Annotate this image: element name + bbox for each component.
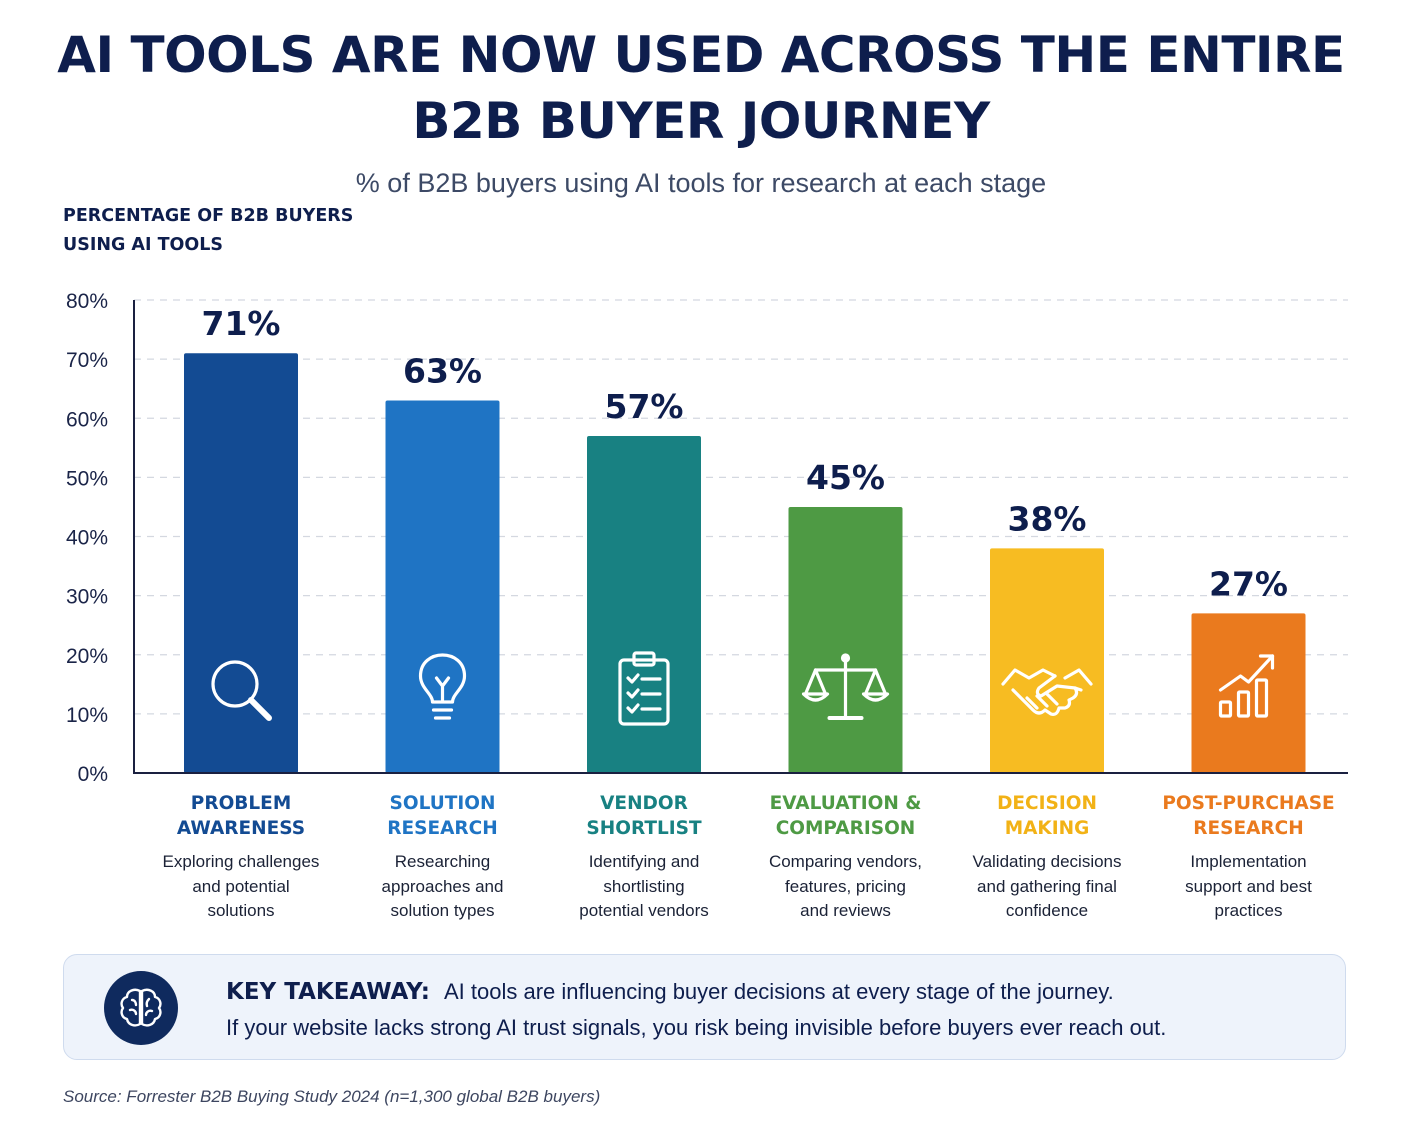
category-description-line: confidence bbox=[1005, 901, 1089, 920]
y-tick-label: 10% bbox=[66, 704, 108, 727]
title-line-1: AI TOOLS ARE NOW USED ACROSS THE ENTIRE bbox=[57, 26, 1345, 84]
y-tick-label: 50% bbox=[66, 467, 108, 490]
category-name-line: DECISION bbox=[997, 793, 1097, 814]
bar-value-label: 57% bbox=[605, 387, 684, 426]
category-label: DECISION MAKING Validating decisions and ga… bbox=[947, 791, 1147, 924]
source-note: Source: Forrester B2B Buying Study 2024 … bbox=[63, 1087, 601, 1106]
category-description-line: support and best bbox=[1185, 876, 1312, 896]
category-description-line: Comparing vendors, bbox=[768, 852, 923, 871]
key-takeaway-box: KEY TAKEAWAY: AI tools are influencing bu… bbox=[63, 954, 1346, 1060]
clipboard-checklist-icon bbox=[618, 651, 670, 726]
y-tick-label: 70% bbox=[66, 349, 108, 372]
category-description-line: features, pricing bbox=[785, 876, 906, 896]
takeaway-text-1: AI tools are influencing buyer decisions… bbox=[444, 979, 1114, 1004]
category-name: PROBLEM AWARENESS bbox=[141, 791, 341, 843]
page-subtitle: % of B2B buyers using AI tools for resea… bbox=[355, 168, 1047, 198]
category-name-line: EVALUATION & bbox=[769, 793, 922, 814]
bar-chart: 0% 10% 20% 30% 40% 50% 60% 70% 80% 71% 63% 57% 45% 38… bbox=[66, 290, 1348, 786]
takeaway-line-1: KEY TAKEAWAY: AI tools are influencing bu… bbox=[226, 979, 1114, 1005]
bar bbox=[385, 400, 500, 773]
lightbulb-icon bbox=[418, 653, 467, 720]
category-description-line: Validating decisions bbox=[972, 852, 1122, 871]
brain-icon bbox=[104, 971, 178, 1045]
category-name-line: AWARENESS bbox=[176, 818, 306, 839]
category-description-line: potential vendors bbox=[579, 901, 709, 920]
bar bbox=[184, 353, 298, 773]
category-label: PROBLEM AWARENESS Exploring challenges and … bbox=[141, 791, 341, 924]
category-label: SOLUTION RESEARCH Researching approaches an… bbox=[343, 791, 543, 924]
category-name: VENDOR SHORTLIST bbox=[544, 791, 744, 843]
y-axis-label: PERCENTAGE OF B2B BUYERS USING AI TOOLS bbox=[63, 202, 353, 260]
bar-value-label: 38% bbox=[1008, 499, 1087, 538]
y-tick-label: 40% bbox=[66, 527, 108, 550]
category-description-line: and reviews bbox=[800, 901, 891, 920]
bar-value-label: 71% bbox=[202, 304, 281, 343]
y-tick-label: 30% bbox=[66, 586, 108, 609]
y-axis-label-line-1: PERCENTAGE OF B2B BUYERS bbox=[63, 206, 354, 226]
category-description-line: Identifying and bbox=[588, 852, 700, 871]
takeaway-line-2: If your website lacks strong AI trust si… bbox=[226, 1015, 1167, 1040]
page-title: AI TOOLS ARE NOW USED ACROSS THE ENTIRE … bbox=[0, 22, 1402, 154]
title-line-2: B2B BUYER JOURNEY bbox=[412, 92, 990, 150]
category-description-line: shortlisting bbox=[603, 876, 685, 896]
category-name: SOLUTION RESEARCH bbox=[343, 791, 543, 843]
category-description-line: solutions bbox=[207, 901, 275, 920]
category-name: EVALUATION & COMPARISON bbox=[746, 791, 946, 843]
category-name-line: RESEARCH bbox=[1193, 818, 1304, 839]
category-description-line: Researching bbox=[394, 852, 491, 871]
category-description-line: solution types bbox=[390, 901, 495, 920]
category-label: VENDOR SHORTLIST Identifying and shortlisti… bbox=[544, 791, 744, 924]
category-description: Exploring challenges and potential solutio… bbox=[141, 850, 341, 924]
category-description: Validating decisions and gathering final c… bbox=[947, 850, 1147, 924]
category-description-line: Implementation bbox=[1190, 852, 1307, 871]
bar-value-label: 63% bbox=[403, 352, 482, 391]
category-description: Implementation support and best practices bbox=[1149, 850, 1349, 924]
category-description: Researching approaches and solution types bbox=[343, 850, 543, 924]
bar-value-label: 45% bbox=[806, 458, 885, 497]
category-name-line: COMPARISON bbox=[775, 818, 916, 839]
category-label: EVALUATION & COMPARISON Comparing vendors,… bbox=[746, 791, 946, 924]
category-name-line: VENDOR bbox=[600, 793, 688, 814]
y-tick-label: 0% bbox=[78, 763, 108, 786]
bar bbox=[788, 506, 903, 773]
category-name-line: PROBLEM bbox=[190, 793, 292, 814]
takeaway-heading: KEY TAKEAWAY: bbox=[226, 979, 430, 1005]
category-name-line: MAKING bbox=[1004, 818, 1090, 839]
bar-value-label: 27% bbox=[1209, 564, 1288, 603]
y-axis-label-line-2: USING AI TOOLS bbox=[63, 235, 224, 255]
category-name-line: SOLUTION bbox=[389, 793, 496, 814]
y-tick-label: 80% bbox=[66, 290, 108, 313]
category-description: Comparing vendors, features, pricing and r… bbox=[746, 850, 946, 924]
category-label: POST-PURCHASE RESEARCH Implementation suppo… bbox=[1149, 791, 1349, 924]
category-name-line: SHORTLIST bbox=[586, 818, 702, 839]
category-description-line: and gathering final bbox=[977, 876, 1117, 896]
bar bbox=[990, 548, 1104, 773]
growth-chart-icon bbox=[1218, 654, 1275, 718]
magnifier-icon bbox=[211, 660, 272, 721]
scales-icon bbox=[801, 653, 890, 720]
category-name: POST-PURCHASE RESEARCH bbox=[1149, 791, 1349, 843]
category-description-line: approaches and bbox=[381, 876, 504, 896]
bar bbox=[587, 435, 701, 773]
category-name-line: RESEARCH bbox=[387, 818, 498, 839]
category-description-line: Exploring challenges bbox=[162, 852, 320, 871]
category-name: DECISION MAKING bbox=[947, 791, 1147, 843]
handshake-icon bbox=[1001, 668, 1093, 716]
category-description-line: practices bbox=[1214, 901, 1283, 920]
category-name-line: POST-PURCHASE bbox=[1162, 793, 1335, 814]
y-tick-label: 60% bbox=[66, 408, 108, 431]
y-tick-label: 20% bbox=[66, 645, 108, 668]
category-description-line: and potential bbox=[192, 876, 290, 896]
category-description: Identifying and shortlisting potential ven… bbox=[544, 850, 744, 924]
